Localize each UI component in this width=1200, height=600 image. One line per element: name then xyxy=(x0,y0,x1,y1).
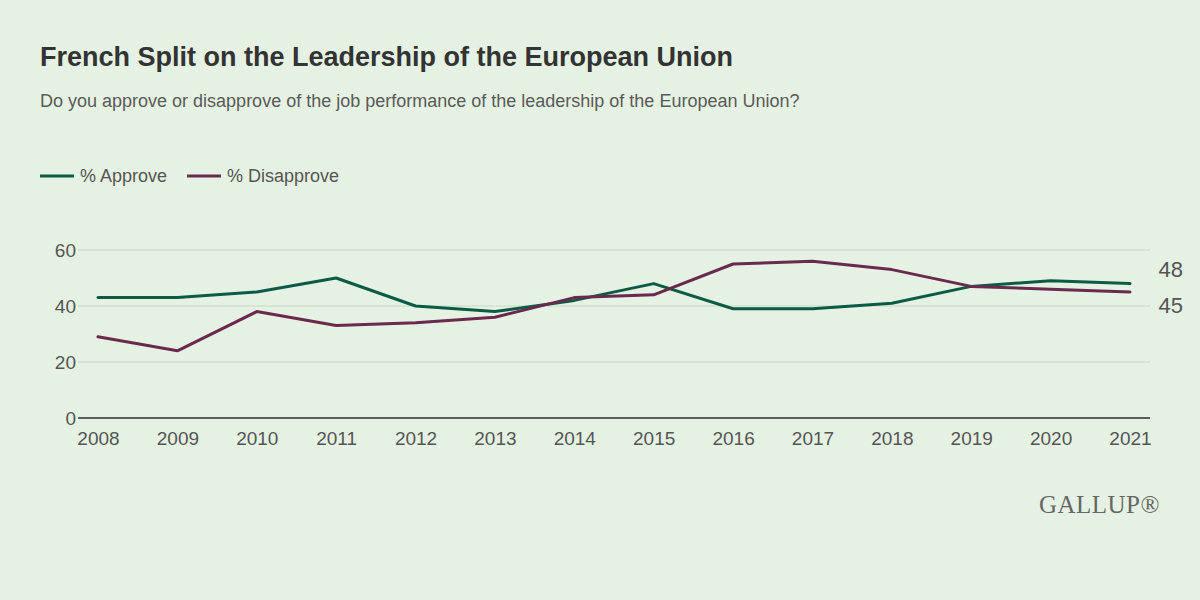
legend-swatch xyxy=(187,175,221,178)
x-tick-label: 2010 xyxy=(236,428,278,449)
y-tick: 20 xyxy=(55,352,76,373)
background xyxy=(0,0,1200,600)
lines xyxy=(98,261,1130,351)
x-tick: 2017 xyxy=(792,418,834,449)
subtitle: Do you approve or disapprove of the job … xyxy=(40,91,800,111)
x-tick-label: 2012 xyxy=(395,428,437,449)
x-tick-label: 2015 xyxy=(633,428,675,449)
legend: % Approve % Disapprove xyxy=(40,166,339,186)
x-tick: 2021 xyxy=(1109,418,1151,449)
grid-line xyxy=(78,250,1150,251)
x-tick-label: 2018 xyxy=(871,428,913,449)
x-tick: 2013 xyxy=(474,418,516,449)
x-axis: 2008 2009 2010 2011 2012 2013 2014 2015 2016 2017… xyxy=(77,418,1151,449)
x-tick: 2010 xyxy=(236,418,278,449)
x-tick-label: 2008 xyxy=(77,428,119,449)
x-tick: 2016 xyxy=(712,418,754,449)
x-tick-label: 2009 xyxy=(157,428,199,449)
grid xyxy=(78,250,1150,418)
y-tick: 40 xyxy=(55,296,76,317)
x-tick: 2015 xyxy=(633,418,675,449)
data-label: 45 xyxy=(1159,293,1183,318)
x-axis-line xyxy=(78,417,1150,419)
legend-label: % Disapprove xyxy=(227,166,339,186)
x-tick: 2020 xyxy=(1030,418,1072,449)
x-tick-label: 2019 xyxy=(951,428,993,449)
y-tick: 0 xyxy=(65,408,76,429)
title: French Split on the Leadership of the Eu… xyxy=(40,42,733,72)
x-tick-label: 2011 xyxy=(316,428,357,449)
x-tick: 2018 xyxy=(871,418,913,449)
legend-label: % Approve xyxy=(80,166,167,186)
legend-swatch xyxy=(40,175,74,178)
x-tick: 2011 xyxy=(316,418,357,449)
y-tick-label: 60 xyxy=(55,240,76,261)
y-axis: 0 20 40 60 xyxy=(55,240,76,429)
x-tick: 2012 xyxy=(395,418,437,449)
x-tick-label: 2014 xyxy=(554,428,597,449)
x-tick: 2014 xyxy=(554,418,597,449)
y-tick-label: 40 xyxy=(55,296,76,317)
x-tick: 2009 xyxy=(157,418,199,449)
x-tick-label: 2013 xyxy=(474,428,516,449)
x-tick-label: 2016 xyxy=(712,428,754,449)
chart: French Split on the Leadership of the Eu… xyxy=(0,0,1200,600)
x-tick-label: 2017 xyxy=(792,428,834,449)
grid-line xyxy=(78,362,1150,363)
y-tick: 60 xyxy=(55,240,76,261)
x-tick: 2019 xyxy=(951,418,993,449)
y-tick-label: 0 xyxy=(65,408,76,429)
y-tick-label: 20 xyxy=(55,352,76,373)
x-tick-label: 2020 xyxy=(1030,428,1072,449)
data-label: 48 xyxy=(1159,257,1183,282)
x-tick: 2008 xyxy=(77,418,119,449)
grid-line xyxy=(78,306,1150,307)
logo: GALLUP® xyxy=(1039,491,1160,518)
series-line xyxy=(98,261,1130,351)
x-tick-label: 2021 xyxy=(1109,428,1151,449)
grid-line xyxy=(78,418,1150,419)
